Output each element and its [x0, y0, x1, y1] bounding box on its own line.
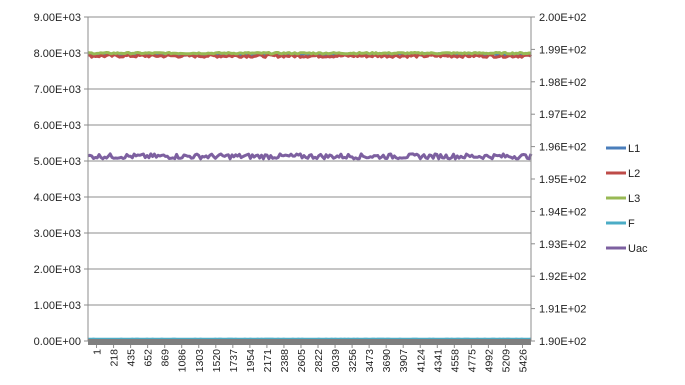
y-right-tick-label: 1.96E+02 — [539, 142, 586, 154]
x-tick-label: 4558 — [449, 349, 461, 373]
y-left-tick-label: 0.00E+00 — [34, 336, 81, 348]
y-axis-right: 1.90E+02 1.91E+02 1.92E+02 1.93E+02 1.94E+02… — [539, 12, 586, 348]
y-right-tick-label: 1.93E+02 — [539, 239, 586, 251]
legend-label-f: F — [628, 218, 635, 230]
y-right-tick-label: 1.99E+02 — [539, 44, 586, 56]
x-tick-label: 4775 — [466, 349, 478, 373]
x-tick-label: 1520 — [211, 349, 223, 373]
x-tick-label: 3039 — [330, 349, 342, 373]
y-right-tick-label: 1.92E+02 — [539, 271, 586, 283]
y-left-tick-label: 3.00E+03 — [34, 228, 81, 240]
x-tick-label: 3473 — [364, 349, 376, 373]
y-left-tick-label: 9.00E+03 — [34, 12, 81, 24]
y-right-tick-label: 1.94E+02 — [539, 206, 586, 218]
y-left-tick-label: 7.00E+03 — [34, 84, 81, 96]
series-line-l3 — [87, 51, 532, 56]
y-axis-left: 0.00E+00 1.00E+03 2.00E+03 3.00E+03 4.00E+03… — [34, 12, 81, 348]
x-tick-label: 2605 — [296, 349, 308, 373]
x-tick-label: 1303 — [194, 349, 206, 373]
x-tick-label: 3690 — [381, 349, 393, 373]
y-left-tick-label: 8.00E+03 — [34, 48, 81, 60]
x-tick-label: 4124 — [415, 349, 427, 373]
y-right-tick-label: 1.98E+02 — [539, 77, 586, 89]
legend-label-l3: L3 — [628, 193, 640, 205]
x-axis-band — [88, 339, 531, 345]
x-tick-label: 1 — [92, 349, 104, 355]
x-tick-label: 652 — [143, 349, 155, 367]
x-tick-label: 4341 — [432, 349, 444, 373]
y-left-tick-label: 6.00E+03 — [34, 120, 81, 132]
series-line-l2 — [87, 52, 533, 59]
grid-lines — [88, 16, 531, 342]
x-tick-label: 1954 — [245, 349, 257, 373]
y-left-tick-label: 2.00E+03 — [34, 264, 81, 276]
x-tick-label: 5426 — [517, 349, 529, 373]
legend-label-l2: L2 — [628, 168, 640, 180]
x-axis: 1 218 435 652 869 1086 1303 1520 1737 1954 2171 238… — [92, 349, 530, 373]
x-tick-label: 1737 — [228, 349, 240, 373]
x-tick-label: 2822 — [313, 349, 325, 373]
x-tick-label: 2388 — [279, 349, 291, 373]
x-tick-label: 435 — [126, 349, 138, 367]
y-right-tick-label: 1.97E+02 — [539, 109, 586, 121]
x-tick-label: 4992 — [483, 349, 495, 373]
y-right-tick-label: 1.91E+02 — [539, 304, 586, 316]
axes — [84, 16, 535, 348]
x-tick-label: 869 — [160, 349, 172, 367]
x-tick-label: 2171 — [262, 349, 274, 373]
x-tick-label: 3256 — [347, 349, 359, 373]
y-right-tick-label: 1.90E+02 — [539, 336, 586, 348]
legend-label-l1: L1 — [628, 143, 640, 155]
y-right-tick-label: 1.95E+02 — [539, 174, 586, 186]
y-left-tick-label: 5.00E+03 — [34, 156, 81, 168]
y-right-tick-label: 2.00E+02 — [539, 12, 586, 24]
legend: L1 L2 L3 F Uac — [606, 143, 648, 255]
x-tick-label: 218 — [109, 349, 121, 367]
x-tick-label: 3907 — [398, 349, 410, 373]
series-lines — [87, 51, 533, 341]
x-tick-label: 5209 — [500, 349, 512, 373]
y-left-tick-label: 1.00E+03 — [34, 300, 81, 312]
legend-label-uac: Uac — [628, 243, 648, 255]
x-tick-label: 1086 — [177, 349, 189, 373]
series-line-uac — [87, 152, 533, 161]
y-left-tick-label: 4.00E+03 — [34, 192, 81, 204]
